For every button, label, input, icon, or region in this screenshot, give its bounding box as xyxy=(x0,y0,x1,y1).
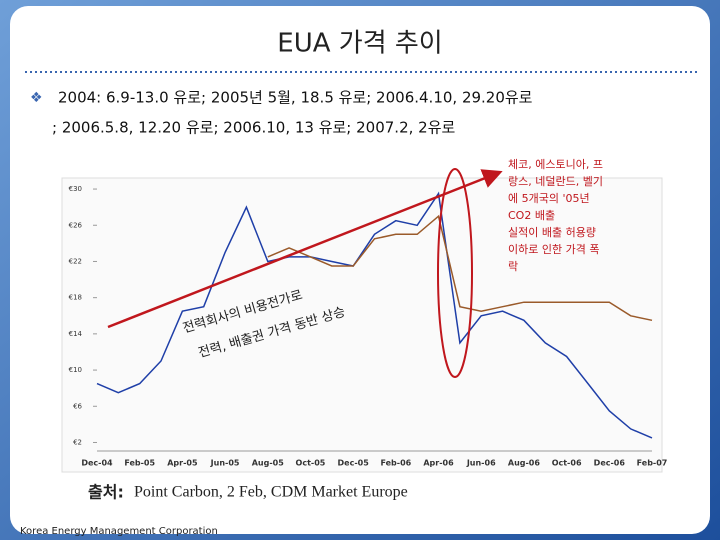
annotation-line: 에 5개국의 '05년 xyxy=(508,192,590,205)
series-line xyxy=(96,191,653,439)
annotation-line: CO2 배출 xyxy=(508,209,555,222)
highlight-ellipse xyxy=(437,168,473,378)
x-tick-label: Oct-05 xyxy=(296,459,326,468)
series-line xyxy=(267,214,653,322)
chart-area xyxy=(61,177,663,473)
annotation-line: 락 xyxy=(508,260,518,273)
y-tick-label: €6 xyxy=(73,402,82,410)
x-tick-label: Oct-06 xyxy=(552,459,582,468)
trend-arrow xyxy=(107,169,503,329)
x-tick-label: Feb-05 xyxy=(124,459,155,468)
x-tick-label: Apr-05 xyxy=(167,459,198,468)
y-tick-label: €10 xyxy=(69,366,82,374)
y-tick-label: €26 xyxy=(69,221,83,229)
x-tick-label: Dec-05 xyxy=(338,459,370,468)
source-text: Point Carbon, 2 Feb, CDM Market Europe xyxy=(134,484,408,501)
x-tick-label: Aug-05 xyxy=(252,459,285,468)
x-tick-label: Jun-06 xyxy=(466,459,496,468)
y-tick-label: €14 xyxy=(69,330,83,338)
x-tick-label: Feb-06 xyxy=(380,459,411,468)
x-tick-label: Jun-05 xyxy=(210,459,240,468)
y-tick-label: €18 xyxy=(69,294,82,302)
x-tick-label: Dec-06 xyxy=(594,459,626,468)
slide-title: EUA 가격 추이 xyxy=(277,29,442,59)
bullet-line: 2004: 6.9-13.0 유로; 2005년 5월, 18.5 유로; 20… xyxy=(58,89,533,107)
x-tick-label: Aug-06 xyxy=(508,459,541,468)
annotation-line: 체코, 에스토니아, 프 xyxy=(508,158,603,171)
annotation-line: 실적이 배출 허용량 xyxy=(508,226,596,239)
x-tick-label: Feb-07 xyxy=(637,459,668,468)
footer: Korea Energy Management Corporation xyxy=(20,526,218,537)
y-tick-label: €22 xyxy=(69,257,82,265)
annotation-line: 이하로 인한 가격 폭 xyxy=(508,242,599,256)
annotation-line: 랑스, 네덜란드, 벨기 xyxy=(508,175,603,188)
source-label: 출처: xyxy=(88,483,124,502)
y-tick-label: €2 xyxy=(73,438,82,446)
x-tick-label: Dec-04 xyxy=(81,459,113,468)
x-tick-label: Apr-06 xyxy=(423,459,454,468)
y-tick-label: €30 xyxy=(69,185,82,193)
bullet-line: ; 2006.5.8, 12.20 유로; 2006.10, 13 유로; 20… xyxy=(52,119,455,137)
bullet-icon: ❖ xyxy=(30,90,43,106)
